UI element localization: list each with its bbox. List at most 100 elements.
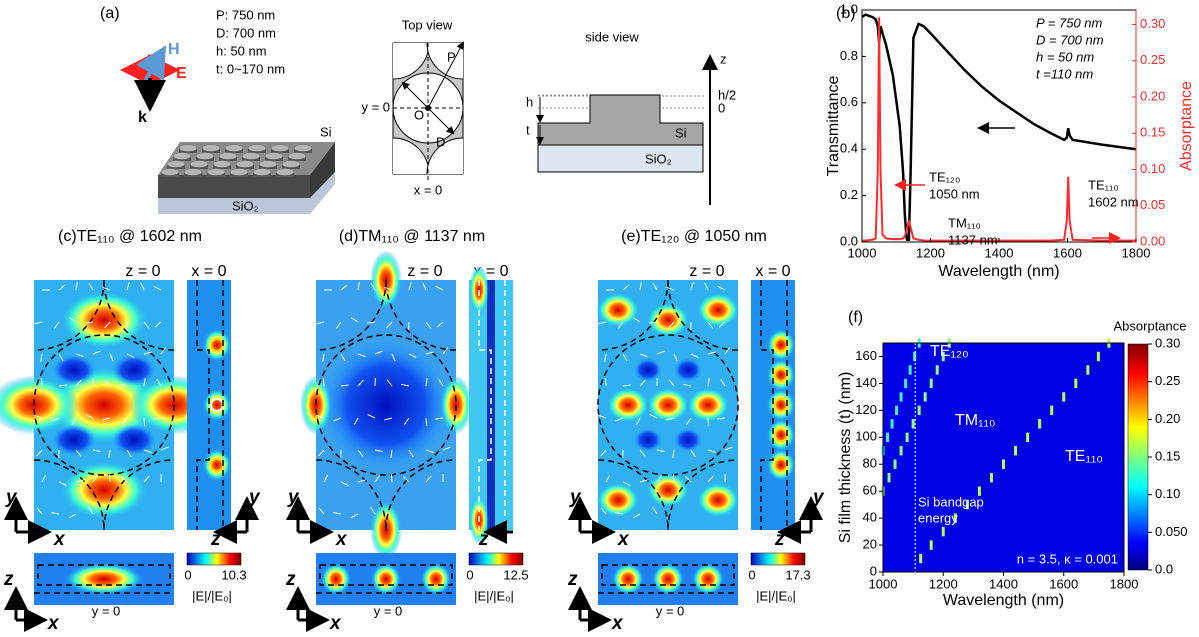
absorption-peak	[1038, 419, 1041, 428]
pillar-top	[179, 145, 197, 152]
absorption-peak	[1062, 392, 1065, 401]
colorbar	[469, 553, 523, 565]
side-hot	[767, 419, 795, 451]
y2-tick-label: 0.20	[1140, 88, 1165, 103]
pillar-top	[230, 169, 248, 176]
map-label: y = 0	[656, 603, 685, 618]
field-warm	[646, 472, 690, 508]
pillar-top	[271, 145, 289, 152]
pillar-top	[265, 153, 283, 160]
absorption-peak	[924, 392, 927, 401]
map-label: z = 0	[689, 263, 724, 280]
pillar-top	[161, 169, 179, 176]
x-tick-label: 1200	[929, 576, 958, 591]
axis-letter: y	[812, 487, 825, 508]
map-label: x = 0	[191, 263, 226, 280]
pillar-top	[184, 169, 202, 176]
mode-wavelength: 1602 nm	[1088, 194, 1139, 209]
axis-letter: z	[567, 569, 578, 590]
pillar-top	[207, 169, 225, 176]
axis-letter: x	[47, 613, 60, 634]
axis-letter: z	[478, 529, 489, 550]
field-cool	[112, 424, 156, 456]
side-hot	[767, 329, 795, 361]
panel-label: (f)	[848, 309, 863, 326]
label-sio2: SiO₂	[232, 198, 259, 213]
pillar-top	[236, 161, 254, 168]
axis-letter: y	[248, 487, 261, 508]
mode-name: TE₁₂₀	[929, 169, 960, 184]
absorption-peak	[900, 446, 903, 455]
absorption-peak	[1074, 379, 1077, 388]
pillar-top	[196, 153, 214, 160]
label-y0: y = 0	[361, 99, 390, 114]
mode-wavelength: 1050 nm	[929, 186, 980, 201]
pillar-top	[259, 161, 277, 168]
x-tick-label: 1400	[989, 576, 1018, 591]
shape-rect	[538, 145, 703, 172]
label-h: h	[526, 94, 533, 109]
y-axis-label: Transmittance	[825, 76, 842, 177]
pillar-top	[282, 161, 300, 168]
material-note: n = 3.5, κ = 0.001	[1017, 551, 1118, 566]
param: h: 50 nm	[216, 43, 267, 58]
colorbar	[751, 553, 805, 565]
axis-letter: y	[5, 487, 18, 508]
absorption-peak	[906, 433, 909, 442]
axis-letter: x	[617, 529, 630, 550]
pillar-top	[190, 161, 208, 168]
field-cool	[674, 428, 702, 452]
colorbar-tick-label: 0.15	[1155, 448, 1180, 463]
absorption-peak	[918, 406, 921, 415]
shape-circle	[425, 105, 431, 111]
side-hot	[767, 359, 795, 391]
pillar-top	[225, 145, 243, 152]
field-arrow	[426, 418, 427, 426]
x-tick-label: 1800	[1110, 576, 1139, 591]
axis-letter: z	[774, 529, 785, 550]
field-warm	[696, 292, 740, 328]
field-cool	[674, 358, 702, 382]
param: D = 700 nm	[1036, 32, 1104, 47]
field-warm	[696, 482, 740, 518]
pillar-top	[167, 161, 185, 168]
param: D: 700 nm	[216, 25, 276, 40]
absorption-peak	[895, 406, 898, 415]
y-tick-label: 100	[855, 429, 877, 444]
y-tick-label: 0.8	[840, 48, 858, 63]
side-hot	[203, 389, 231, 421]
map-label: z = 0	[125, 263, 160, 280]
map-label: y = 0	[374, 603, 403, 618]
field-warm	[686, 387, 730, 423]
map-title: (e)TE₁₂₀ @ 1050 nm	[621, 228, 767, 245]
x-axis-label: Wavelength (nm)	[938, 263, 1059, 280]
mode-label: TE₁₂₀	[930, 343, 969, 360]
absorption-peak	[1050, 406, 1053, 415]
colorbar-tick-label: 0.30	[1155, 335, 1180, 350]
y-tick-label: 40	[863, 510, 877, 525]
y-tick-label: 20	[863, 536, 877, 551]
param: t =110 nm	[1036, 66, 1093, 81]
bottom-hot	[652, 563, 684, 595]
axis-letter: x	[335, 529, 348, 550]
shape-g: (b)100012001400160018000.00.20.40.60.81.…	[825, 1, 1195, 609]
label-t: t	[526, 122, 530, 137]
colorbar	[187, 553, 241, 565]
label-k: k	[138, 109, 147, 126]
absorption-peak	[1002, 460, 1005, 469]
map-label: z = 0	[407, 263, 442, 280]
absorption-peak	[888, 473, 891, 482]
absorption-peak	[904, 379, 907, 388]
panel-a: (a) P: 750 nm D: 700 nm h: 50 nm t: 0~17…	[100, 5, 736, 214]
bottom-hot	[64, 563, 144, 595]
mode-name: TE₁₁₀	[1088, 177, 1119, 192]
label-zero: 0	[718, 100, 725, 115]
field-warm	[646, 387, 690, 423]
y2-tick-label: 0.25	[1140, 52, 1165, 67]
colorbar-tick-label: 0.10	[1155, 486, 1180, 501]
y-tick-label: 0	[870, 563, 877, 578]
colorbar-title: Absorptance	[1114, 318, 1187, 333]
field-warm	[606, 387, 650, 423]
axis-letter: y	[569, 487, 582, 508]
mode-label: TE₁₁₀	[1065, 448, 1103, 465]
